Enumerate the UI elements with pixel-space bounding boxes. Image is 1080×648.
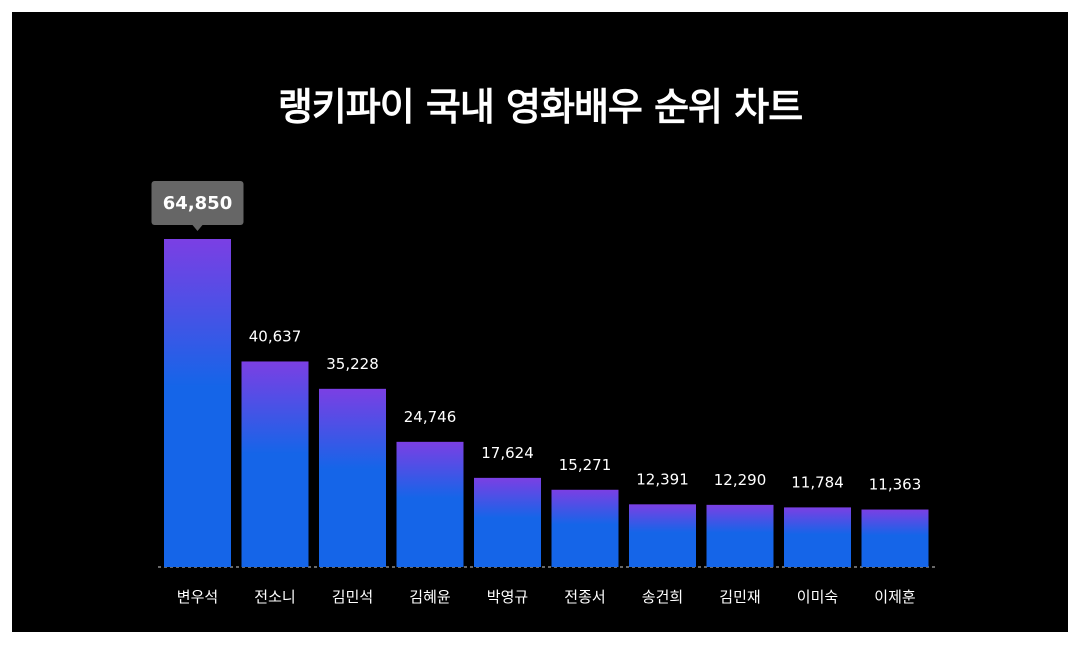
data-label: 11,784: [791, 473, 844, 491]
chart-title: 랭키파이 국내 영화배우 순위 차트: [277, 85, 803, 129]
bar[interactable]: [241, 361, 309, 567]
data-label: 64,850: [163, 193, 232, 214]
data-label: 24,746: [404, 408, 457, 426]
data-label: 17,624: [481, 444, 534, 462]
bar[interactable]: [551, 489, 619, 567]
category-label: 박영규: [487, 588, 528, 606]
bar[interactable]: [861, 509, 929, 567]
value-tooltip: [151, 181, 244, 225]
category-label: 이제훈: [874, 588, 915, 606]
data-label: 12,290: [714, 471, 767, 489]
bar[interactable]: [164, 239, 231, 567]
tooltip-pointer: [192, 225, 203, 231]
category-label: 김민재: [719, 588, 760, 606]
bar-chart: 64,850 변우석 40,637 전소니 35,228 김민석 24,746 김혜윤 17,6…: [151, 181, 936, 606]
category-label: 전소니: [254, 588, 295, 606]
data-label: 40,637: [249, 327, 302, 345]
data-label: 35,228: [326, 355, 379, 373]
bar[interactable]: [396, 441, 464, 567]
category-label: 김민석: [332, 588, 373, 606]
bar[interactable]: [784, 507, 851, 567]
category-label: 전종서: [564, 588, 605, 606]
bar[interactable]: [706, 504, 774, 567]
chart-frame: 랭키파이 국내 영화배우 순위 차트 64,850 변우석 40,637 전소니 35,…: [12, 12, 1068, 632]
data-label: 11,363: [869, 476, 922, 494]
category-label: 변우석: [177, 588, 218, 606]
bar[interactable]: [319, 388, 386, 567]
category-label: 이미숙: [797, 588, 838, 606]
bar[interactable]: [474, 477, 541, 567]
category-label: 송건희: [642, 588, 683, 606]
data-label: 12,391: [636, 470, 689, 488]
category-label: 김혜윤: [409, 588, 451, 606]
data-label: 15,271: [559, 456, 612, 474]
bar[interactable]: [629, 504, 696, 567]
